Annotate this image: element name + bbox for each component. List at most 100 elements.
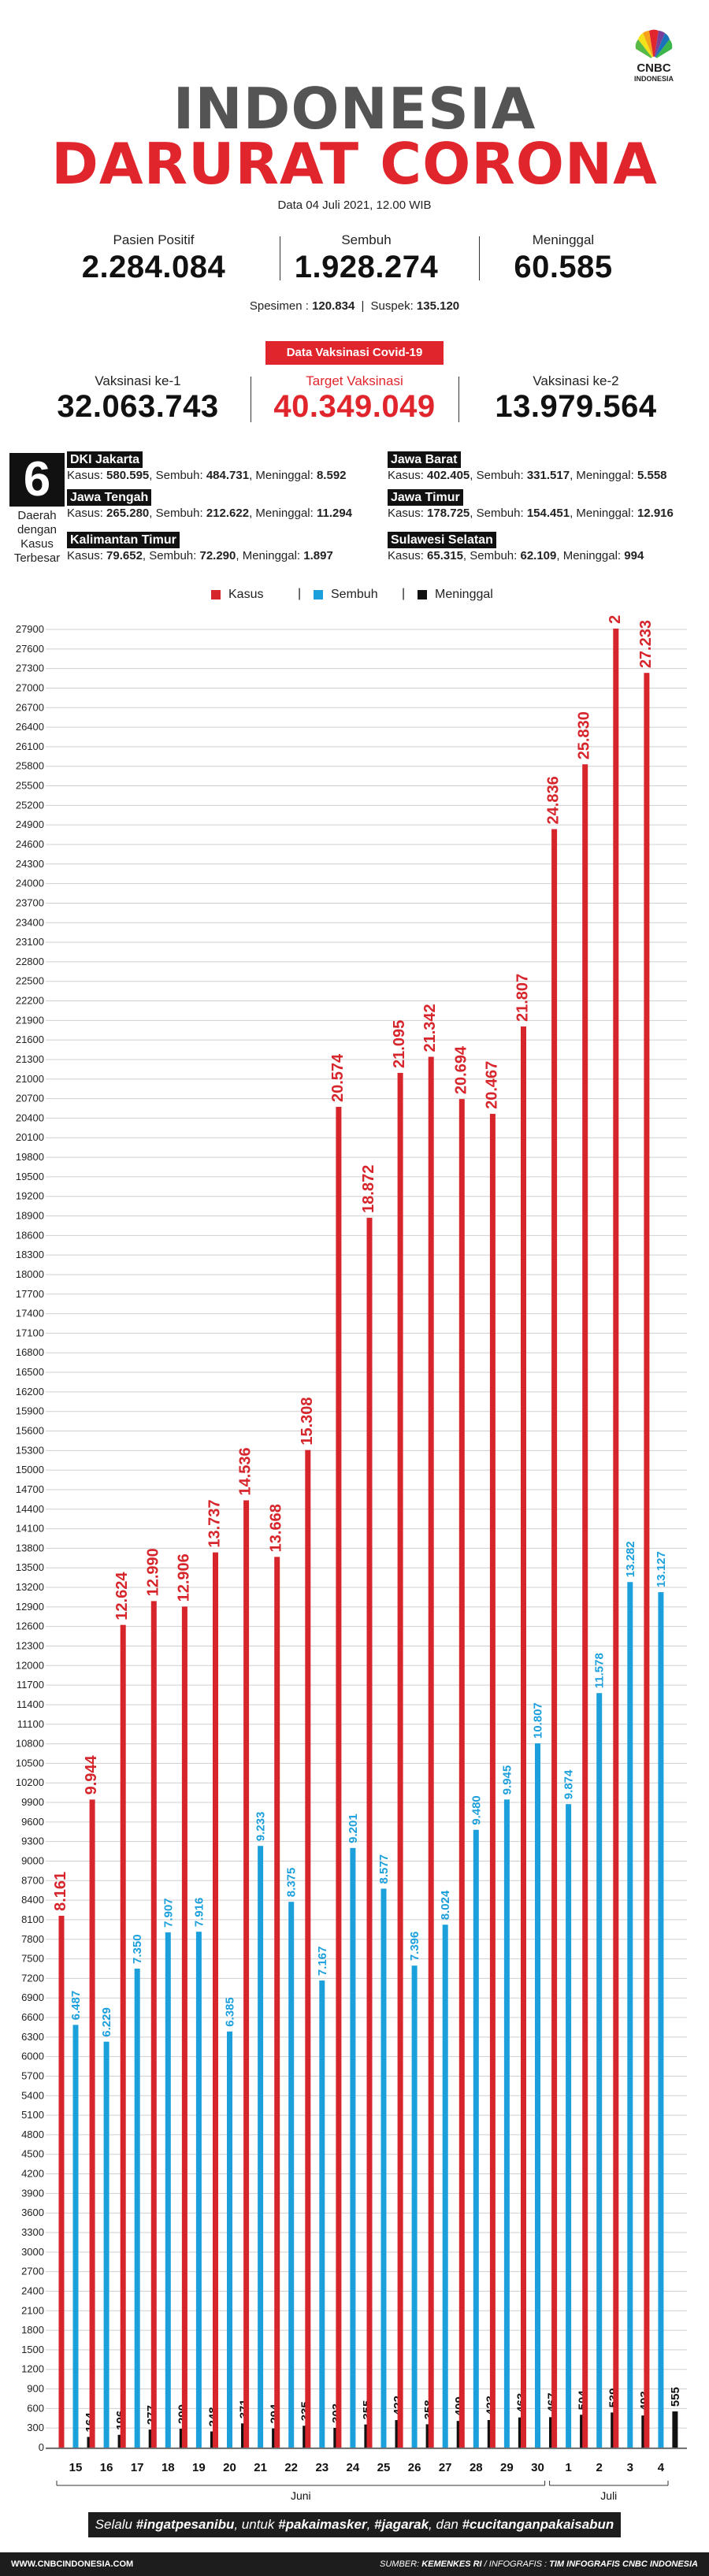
x-tick-label: 2	[596, 2461, 603, 2474]
y-tick-label: 2700	[21, 2266, 44, 2277]
data-label-kasus: 15.308	[299, 1397, 316, 1445]
y-tick-label: 18300	[16, 1249, 44, 1260]
y-tick-label: 9300	[21, 1835, 44, 1847]
bar-kasus	[274, 1557, 280, 2448]
y-tick-label: 3300	[21, 2226, 44, 2238]
y-tick-label: 8100	[21, 1913, 44, 1925]
data-label-sembuh: 8.375	[285, 1868, 299, 1898]
y-tick-label: 5100	[21, 2109, 44, 2121]
y-tick-label: 11700	[17, 1679, 44, 1691]
y-tick-label: 25800	[16, 760, 44, 772]
stat-value: 60.585	[514, 250, 613, 284]
x-tick-label: 3	[627, 2461, 633, 2474]
y-tick-label: 16200	[16, 1386, 44, 1397]
region-stats: Kasus: 402.405, Sembuh: 331.517, Meningg…	[388, 469, 667, 482]
y-tick-label: 27300	[16, 663, 44, 674]
x-tick-label: 26	[408, 2461, 421, 2474]
y-tick-label: 14400	[16, 1503, 44, 1515]
y-tick-label: 2100	[21, 2304, 44, 2316]
bar-kasus	[551, 829, 558, 2448]
region-name: Sulawesi Selatan	[388, 532, 496, 548]
y-tick-label: 15000	[16, 1464, 44, 1475]
region-stats: Kasus: 65.315, Sembuh: 62.109, Meninggal…	[388, 549, 644, 562]
region-item: Jawa Tengah Kasus: 265.280, Sembuh: 212.6…	[67, 489, 352, 522]
logo-sub: INDONESIA	[633, 75, 674, 83]
region-stats: Kasus: 79.652, Sembuh: 72.290, Meninggal…	[67, 549, 333, 562]
y-tick-label: 26100	[16, 741, 44, 752]
bar-chart: 0300600900120015001800210024002700300033…	[16, 614, 687, 2502]
y-tick-label: 9900	[21, 1796, 44, 1808]
y-tick-label: 21300	[16, 1053, 44, 1065]
y-tick-label: 17400	[16, 1308, 44, 1320]
data-label-sembuh: 7.396	[408, 1932, 421, 1962]
data-label-sembuh: 13.127	[655, 1551, 668, 1587]
suspek-value: 135.120	[416, 299, 460, 313]
bar-sembuh	[503, 1799, 510, 2448]
bar-kasus	[613, 628, 619, 2448]
bar-sembuh	[350, 1847, 356, 2448]
data-label-kasus: 20.574	[329, 1053, 347, 1102]
y-tick-label: 7800	[21, 1933, 44, 1945]
y-tick-label: 14100	[16, 1523, 44, 1535]
region-item: Jawa Timur Kasus: 178.725, Sembuh: 154.45…	[388, 489, 674, 522]
legend-meninggal: Meninggal	[435, 588, 493, 601]
y-tick-label: 10200	[16, 1776, 44, 1788]
y-tick-label: 9600	[21, 1816, 44, 1828]
data-label-kasus: 21.095	[391, 1020, 408, 1068]
vaksinasi-1: Vaksinasi ke-1 32.063.743	[32, 373, 244, 425]
data-label-sembuh: 7.907	[161, 1898, 175, 1928]
y-tick-label: 17700	[16, 1288, 44, 1300]
bar-kasus	[366, 1217, 373, 2448]
stat-positif: Pasien Positif 2.284.084	[47, 232, 260, 285]
data-label-sembuh: 9.480	[470, 1795, 483, 1825]
region-item: Kalimantan Timur Kasus: 79.652, Sembuh: 7…	[67, 532, 333, 564]
data-label-sembuh: 8.577	[377, 1854, 391, 1884]
data-label-kasus: 27.913	[607, 614, 624, 624]
y-tick-label: 1800	[21, 2324, 44, 2336]
legend-kasus-swatch	[211, 590, 221, 599]
bar-kasus	[582, 764, 588, 2448]
caption-line: dengan	[17, 523, 58, 536]
bar-sembuh	[596, 1693, 603, 2448]
x-tick-label: 22	[284, 2461, 298, 2474]
y-tick-label: 23400	[16, 916, 44, 928]
y-tick-label: 9000	[21, 1854, 44, 1866]
data-label-sembuh: 7.916	[192, 1898, 206, 1928]
y-tick-label: 4800	[21, 2129, 44, 2140]
data-label-kasus: 13.668	[268, 1504, 285, 1552]
hashtag-text: , dan	[429, 2517, 462, 2532]
footer-site: WWW.CNBCINDONESIA.COM	[11, 2559, 134, 2569]
legend-sembuh: Sembuh	[331, 588, 378, 601]
bar-kasus	[489, 1113, 496, 2448]
y-tick-label: 6600	[21, 2011, 44, 2023]
footer-source: SUMBER: KEMENKES RI / INFOGRAFIS : TIM I…	[380, 2559, 698, 2569]
bar-sembuh	[227, 2031, 232, 2448]
y-tick-label: 8400	[21, 1894, 44, 1906]
x-tick-label: 24	[347, 2461, 360, 2474]
suspek-label: Suspek:	[370, 299, 414, 313]
data-label-kasus: 13.737	[206, 1499, 224, 1547]
y-tick-label: 26700	[16, 701, 44, 713]
legend-kasus: Kasus	[228, 588, 264, 601]
y-tick-label: 600	[27, 2402, 44, 2414]
y-tick-label: 22800	[16, 956, 44, 967]
y-tick-label: 13200	[16, 1581, 44, 1593]
y-tick-label: 25500	[16, 780, 44, 792]
bar-kasus	[336, 1107, 342, 2448]
bar-sembuh	[627, 1582, 633, 2448]
y-tick-label: 19800	[16, 1151, 44, 1163]
vaksinasi-value: 13.979.564	[495, 389, 657, 424]
separator: |	[361, 299, 365, 313]
bar-kasus	[458, 1099, 465, 2448]
bar-sembuh	[72, 2025, 79, 2448]
x-tick-label: 20	[223, 2461, 236, 2474]
y-tick-label: 19200	[16, 1190, 44, 1202]
y-tick-label: 27900	[16, 623, 44, 635]
y-tick-label: 13500	[16, 1561, 44, 1573]
stat-value: 2.284.084	[81, 250, 226, 284]
y-tick-label: 1200	[21, 2363, 44, 2375]
data-label-sembuh: 9.874	[562, 1769, 576, 1799]
region-item: Sulawesi Selatan Kasus: 65.315, Sembuh: 6…	[388, 532, 644, 564]
hashtag-text: ,	[366, 2517, 375, 2532]
bar-kasus	[120, 1624, 126, 2448]
